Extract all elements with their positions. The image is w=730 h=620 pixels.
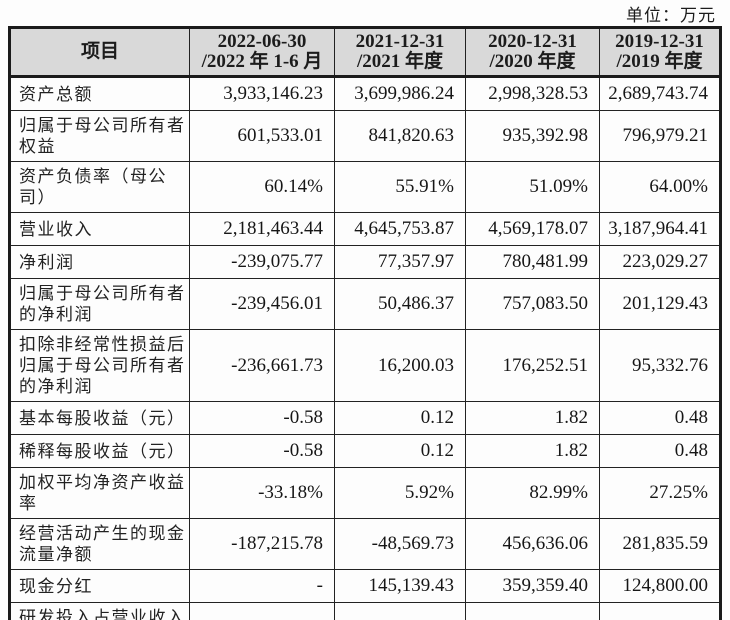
row-value: 281,835.59 <box>599 518 721 570</box>
table-row: 研发投入占营业收入的比例0.12%0.12%0.11%0.20% <box>9 602 721 620</box>
row-value: 0.12 <box>334 401 466 435</box>
table-row: 加权平均净资产收益率 -33.18% 5.92% 82.99% 27.25% <box>9 467 721 519</box>
header-cell: 项目 <box>9 27 190 78</box>
row-value: 601,533.01 <box>189 110 335 162</box>
row-value: 82.99% <box>465 467 600 519</box>
table-row: 资产负债率（母公司） 60.14% 55.91% 51.09% 64.00% <box>9 161 721 213</box>
row-value: 359,359.40 <box>465 569 600 603</box>
header-line2: /2022 年 1-6 月 <box>201 51 323 72</box>
row-label: 现金分红 <box>9 569 190 603</box>
header-cell: 2019-12-31/2019 年度 <box>599 27 721 78</box>
row-label: 资产负债率（母公司） <box>9 161 190 213</box>
table-row: 营业收入 2,181,463.44 4,645,753.87 4,569,178.07… <box>9 212 721 246</box>
header-line2: /2019 年度 <box>616 51 703 72</box>
row-label: 净利润 <box>9 245 190 279</box>
row-value: -0.58 <box>189 434 335 468</box>
row-value: 2,689,743.74 <box>599 76 721 111</box>
row-value: 935,392.98 <box>465 110 600 162</box>
row-label: 研发投入占营业收入的比例 <box>9 602 190 620</box>
row-value: -236,661.73 <box>189 329 335 402</box>
row-value: 55.91% <box>334 161 466 213</box>
header-line1: 2020-12-31 <box>488 31 577 52</box>
row-value: 0.48 <box>599 434 721 468</box>
row-value: 223,029.27 <box>599 245 721 279</box>
table-row: 资产总额 3,933,146.23 3,699,986.24 2,998,328.53… <box>9 76 721 111</box>
header-line1: 项目 <box>80 41 119 62</box>
row-label: 归属于母公司所有者权益 <box>9 110 190 162</box>
row-label: 资产总额 <box>9 76 190 111</box>
row-value: 176,252.51 <box>465 329 600 402</box>
row-label: 扣除非经常性损益后归属于母公司所有者的净利润 <box>9 329 190 402</box>
header-line1: 2022-06-30 <box>217 31 307 52</box>
row-value: 95,332.76 <box>599 329 721 402</box>
table-row: 稀释每股收益（元） -0.58 0.12 1.82 0.48 <box>9 434 721 468</box>
row-value: 51.09% <box>465 161 600 213</box>
row-value: -0.58 <box>189 401 335 435</box>
header-cell: 2022-06-30/2022 年 1-6 月 <box>189 27 335 78</box>
row-value: 2,998,328.53 <box>465 76 600 111</box>
row-value: 1.82 <box>465 434 600 468</box>
row-label: 基本每股收益（元） <box>9 401 190 435</box>
row-value: 145,139.43 <box>334 569 466 603</box>
row-value: 16,200.03 <box>334 329 466 402</box>
row-value: 5.92% <box>334 467 466 519</box>
table-row: 现金分红 -145,139.43 359,359.40 124,800.00 <box>9 569 721 603</box>
row-value: 0.48 <box>599 401 721 435</box>
row-label: 经营活动产生的现金流量净额 <box>9 518 190 570</box>
row-label: 加权平均净资产收益率 <box>9 467 190 519</box>
row-value: 0.12 <box>334 434 466 468</box>
table-row: 归属于母公司所有者的净利润 -239,456.01 50,486.37 757,083… <box>9 278 721 330</box>
row-value: 796,979.21 <box>599 110 721 162</box>
row-value: -187,215.78 <box>189 518 335 570</box>
row-label: 归属于母公司所有者的净利润 <box>9 278 190 330</box>
table-row: 扣除非经常性损益后归属于母公司所有者的净利润 -236,661.73 16,200.… <box>9 329 721 402</box>
header-line2: /2020 年度 <box>489 51 576 72</box>
row-value: 50,486.37 <box>334 278 466 330</box>
unit-label: 单位：万元 <box>626 6 716 25</box>
row-value: 1.82 <box>465 401 600 435</box>
row-value: 456,636.06 <box>465 518 600 570</box>
header-line1: 2019-12-31 <box>615 31 704 52</box>
row-value: 0.11% <box>465 602 600 620</box>
row-value: 757,083.50 <box>465 278 600 330</box>
table-row: 净利润 -239,075.77 77,357.97 780,481.99 223,029… <box>9 245 721 279</box>
table-row: 经营活动产生的现金流量净额 -187,215.78 -48,569.73 456,63… <box>9 518 721 570</box>
row-value: 0.12% <box>334 602 466 620</box>
header-cell: 2020-12-31/2020 年度 <box>465 27 600 78</box>
row-value: 3,933,146.23 <box>189 76 335 111</box>
financial-summary-table: 项目 2022-06-30/2022 年 1-6 月 2021-12-31/2021… <box>8 26 722 620</box>
row-value: 3,187,964.41 <box>599 212 721 246</box>
row-value: -239,456.01 <box>189 278 335 330</box>
row-value: 201,129.43 <box>599 278 721 330</box>
header-row: 项目 2022-06-30/2022 年 1-6 月 2021-12-31/2021… <box>9 27 721 78</box>
row-value: 841,820.63 <box>334 110 466 162</box>
row-value: 60.14% <box>189 161 335 213</box>
row-value: 780,481.99 <box>465 245 600 279</box>
row-value: 0.20% <box>599 602 721 620</box>
row-value: -239,075.77 <box>189 245 335 279</box>
row-value: 124,800.00 <box>599 569 721 603</box>
row-value: -48,569.73 <box>334 518 466 570</box>
table-row: 基本每股收益（元） -0.58 0.12 1.82 0.48 <box>9 401 721 435</box>
row-value: -33.18% <box>189 467 335 519</box>
header-line2: /2021 年度 <box>356 51 444 72</box>
row-label: 稀释每股收益（元） <box>9 434 190 468</box>
row-value: 2,181,463.44 <box>189 212 335 246</box>
table-row: 归属于母公司所有者权益 601,533.01 841,820.63 935,392.9… <box>9 110 721 162</box>
row-value: 0.12% <box>189 602 335 620</box>
row-value: 3,699,986.24 <box>334 76 466 111</box>
row-value: 4,645,753.87 <box>334 212 466 246</box>
row-value: 27.25% <box>599 467 721 519</box>
row-value: 4,569,178.07 <box>465 212 600 246</box>
row-value: - <box>189 569 335 603</box>
row-value: 77,357.97 <box>334 245 466 279</box>
header-cell: 2021-12-31/2021 年度 <box>334 27 466 78</box>
table-header: 项目 2022-06-30/2022 年 1-6 月 2021-12-31/2021… <box>9 27 721 78</box>
table-body: 资产总额 3,933,146.23 3,699,986.24 2,998,328.53… <box>9 76 721 620</box>
row-label: 营业收入 <box>9 212 190 246</box>
row-value: 64.00% <box>599 161 721 213</box>
header-line1: 2021-12-31 <box>355 31 445 52</box>
